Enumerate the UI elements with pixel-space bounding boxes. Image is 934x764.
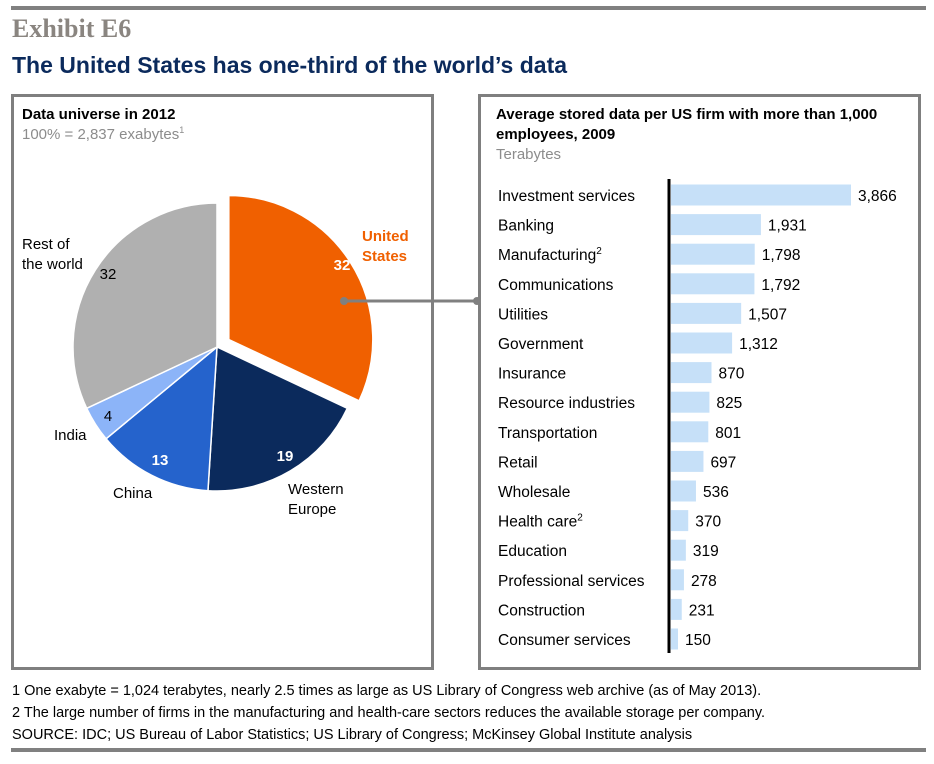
- bar: [671, 569, 684, 591]
- bar-value-label: 231: [689, 602, 715, 619]
- bar-category-label: Education: [498, 543, 567, 560]
- bar: [671, 332, 733, 354]
- pie-slice-china: [104, 345, 218, 492]
- bar-value-label: 697: [710, 454, 736, 471]
- pie-value-label: 32: [100, 266, 117, 283]
- pie-value-label: 13: [152, 452, 169, 469]
- bar: [671, 480, 696, 502]
- bar: [671, 302, 742, 324]
- exhibit-label: Exhibit E6: [12, 14, 132, 43]
- pie-category-label: States: [362, 248, 407, 265]
- connector-dot: [340, 297, 348, 305]
- bar: [671, 243, 755, 265]
- top-rule: [11, 6, 926, 10]
- footnote-1: 1 One exabyte = 1,024 terabytes, nearly …: [12, 683, 762, 699]
- pie-value-label: 4: [104, 408, 112, 425]
- pie-category-label: Rest of: [22, 236, 70, 253]
- connector-dot: [473, 297, 481, 305]
- bar-category-label: Government: [498, 336, 584, 353]
- pie-slice-rest-of-the-world: [72, 202, 218, 410]
- bar-value-label: 825: [716, 395, 742, 412]
- bar-value-label: 1,312: [739, 336, 778, 353]
- bar-category-label: Professional services: [498, 573, 645, 590]
- bar-value-label: 1,507: [748, 306, 787, 323]
- bar-category-label: Consumer services: [498, 632, 631, 649]
- bar-category-label: Retail: [498, 454, 538, 471]
- bar-value-label: 150: [685, 632, 711, 649]
- bar-unit: Terabytes: [496, 146, 562, 163]
- bar-value-label: 319: [693, 543, 719, 560]
- pie-title: Data universe in 2012: [22, 106, 176, 123]
- bar-category-label: Resource industries: [498, 395, 635, 412]
- bar-category-label: Wholesale: [498, 484, 570, 501]
- bar-value-label: 801: [715, 425, 741, 442]
- bar-category-label: Communications: [498, 277, 614, 294]
- bar-value-label: 1,798: [762, 247, 801, 264]
- bar-title: Average stored data per US firm with mor…: [496, 106, 878, 143]
- bar: [671, 628, 678, 650]
- pie-slice-western-europe: [207, 345, 349, 492]
- bar-value-label: 536: [703, 484, 729, 501]
- bar: [671, 539, 686, 561]
- pie-value-label: 32: [334, 257, 351, 274]
- bar: [671, 214, 761, 236]
- footnote-2: 2 The large number of firms in the manuf…: [12, 705, 766, 721]
- bottom-rule: [11, 748, 926, 752]
- page-title: The United States has one-third of the w…: [12, 52, 568, 78]
- bar: [671, 421, 709, 443]
- pie-subtitle: 100% = 2,837 exabytes1: [22, 125, 185, 143]
- bar-value-label: 1,931: [768, 218, 807, 235]
- bar-value-label: 370: [695, 514, 721, 531]
- bar-value-label: 1,792: [761, 277, 800, 294]
- pie-slice-united-states: [228, 194, 374, 402]
- bar-category-label: Transportation: [498, 425, 597, 442]
- bar-category-label: Investment services: [498, 188, 635, 205]
- pie-value-label: 19: [277, 448, 294, 465]
- pie-category-label: India: [54, 427, 87, 444]
- pie-category-label: China: [113, 485, 153, 502]
- pie-category-label: Europe: [288, 501, 336, 518]
- bar-category-label: Utilities: [498, 306, 548, 323]
- source-note: SOURCE: IDC; US Bureau of Labor Statisti…: [12, 727, 693, 743]
- bar: [671, 184, 851, 206]
- bar-value-label: 278: [691, 573, 717, 590]
- bar: [671, 362, 712, 384]
- bar-category-label: Insurance: [498, 366, 566, 383]
- bar: [671, 273, 755, 295]
- pie-category-label: the world: [22, 256, 83, 273]
- bar-category-label: Manufacturing2: [498, 246, 602, 264]
- bar: [671, 450, 704, 472]
- bar-category-label: Construction: [498, 602, 585, 619]
- bar-value-label: 3,866: [858, 188, 897, 205]
- bar: [671, 598, 682, 620]
- bar: [671, 391, 710, 413]
- bar-panel: [478, 94, 921, 670]
- pie-category-label: Western: [288, 481, 344, 498]
- bar-category-label: Banking: [498, 218, 554, 235]
- bar-value-label: 870: [719, 366, 745, 383]
- pie-panel: [11, 94, 434, 670]
- bar: [671, 510, 689, 532]
- bar-category-label: Health care2: [498, 513, 583, 531]
- pie-category-label: United: [362, 228, 409, 245]
